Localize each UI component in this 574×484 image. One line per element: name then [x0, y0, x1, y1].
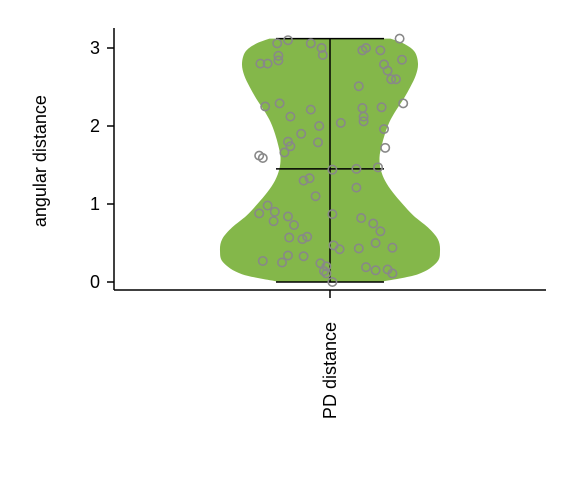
data-point	[327, 164, 338, 175]
data-point	[321, 268, 332, 279]
data-point	[356, 213, 367, 224]
data-point	[284, 232, 295, 243]
data-point	[305, 104, 316, 115]
data-point	[273, 55, 284, 66]
data-point	[380, 142, 391, 153]
axes: 0 1 2 3 PD distance angular distance	[30, 28, 546, 419]
data-point	[305, 38, 316, 49]
data-point	[282, 250, 293, 261]
data-point	[296, 128, 307, 139]
data-point	[335, 117, 346, 128]
data-point	[282, 35, 293, 46]
data-point	[310, 191, 321, 202]
y-axis-label: angular distance	[30, 95, 50, 227]
data-point	[316, 42, 327, 53]
data-point	[398, 98, 409, 109]
data-point	[394, 33, 405, 44]
data-point	[282, 211, 293, 222]
y-tick-label: 3	[90, 38, 100, 58]
data-point	[321, 261, 332, 272]
data-point	[378, 124, 389, 135]
data-point	[314, 121, 325, 132]
data-point	[269, 206, 280, 217]
data-point	[260, 101, 271, 112]
data-point	[370, 238, 381, 249]
data-point	[360, 262, 371, 273]
data-point	[262, 58, 273, 69]
y-tick-label: 0	[90, 272, 100, 292]
data-point	[376, 102, 387, 113]
data-point	[298, 175, 309, 186]
data-point	[282, 136, 293, 147]
data-point	[255, 58, 266, 69]
y-tick-label: 2	[90, 116, 100, 136]
data-point	[375, 226, 386, 237]
data-point	[268, 216, 279, 227]
data-point	[254, 208, 265, 219]
data-point	[304, 173, 315, 184]
data-point	[285, 141, 296, 152]
data-point	[257, 255, 268, 266]
x-tick-label: PD distance	[320, 322, 340, 419]
data-point	[276, 257, 287, 268]
data-point	[288, 220, 299, 231]
data-point	[372, 162, 383, 173]
data-point	[375, 45, 386, 56]
data-point	[279, 147, 290, 158]
summary-lines	[276, 37, 384, 283]
data-point	[353, 81, 364, 92]
data-point	[370, 265, 381, 276]
data-point	[273, 50, 284, 61]
data-point	[368, 218, 379, 229]
data-point	[327, 209, 338, 220]
data-point	[302, 231, 313, 242]
data-point	[382, 65, 393, 76]
data-point	[297, 234, 308, 245]
data-point	[387, 268, 398, 279]
data-point	[312, 137, 323, 148]
data-point	[351, 182, 362, 193]
data-point	[390, 74, 401, 85]
data-point	[360, 42, 371, 53]
y-tick-label: 1	[90, 194, 100, 214]
data-point	[318, 266, 329, 277]
data-point	[272, 38, 283, 49]
points-layer	[254, 33, 409, 287]
data-point	[262, 200, 273, 211]
data-point	[274, 98, 285, 109]
data-point	[334, 244, 345, 255]
data-point	[317, 50, 328, 61]
data-point	[358, 116, 369, 127]
data-point	[386, 74, 397, 85]
data-point	[353, 243, 364, 254]
data-point	[358, 111, 369, 122]
data-point	[351, 163, 362, 174]
data-point	[298, 251, 309, 262]
data-point	[257, 152, 268, 163]
data-point	[387, 242, 398, 253]
data-point	[327, 276, 338, 287]
data-point	[285, 111, 296, 122]
data-point	[396, 54, 407, 65]
